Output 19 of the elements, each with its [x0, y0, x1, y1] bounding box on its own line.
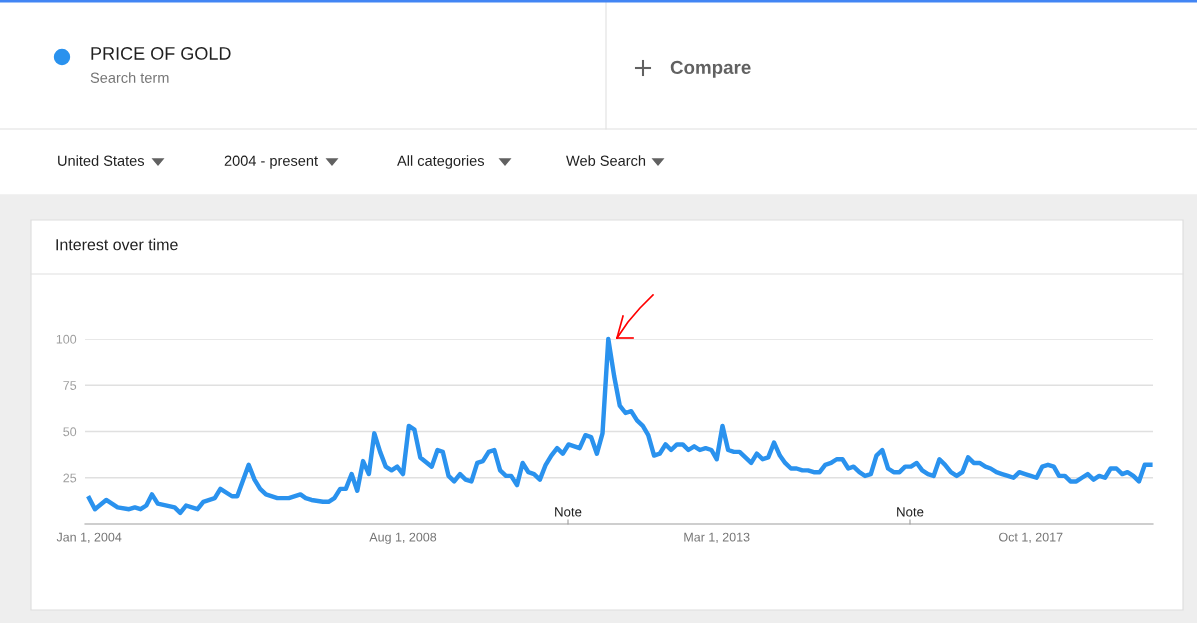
x-tick-label: Aug 1, 2008 — [369, 532, 437, 544]
y-tick-label: 75 — [63, 381, 77, 390]
text: Web Search — [566, 155, 646, 166]
y-tick-label: 50 — [63, 427, 77, 437]
y-tick-label: 100 — [56, 334, 77, 344]
x-tick-label: Oct 1, 2017 — [999, 532, 1063, 543]
annotation: Note — [555, 507, 582, 517]
text: 2004 - present — [224, 155, 318, 169]
text: Search term — [90, 72, 169, 83]
x-tick-label: Jan 1, 2004 — [56, 532, 122, 543]
text: All categories — [397, 155, 485, 169]
chart-title: Interest over time — [56, 238, 178, 251]
text: Compare — [670, 60, 751, 78]
x-tick-label: Mar 1, 2013 — [684, 532, 750, 543]
legend-label: PRICE OF GOLD — [91, 47, 231, 60]
annotation: Note — [897, 507, 924, 517]
text: United States — [58, 155, 145, 166]
line-series — [86, 336, 1153, 516]
y-tick-label: 25 — [63, 473, 77, 483]
